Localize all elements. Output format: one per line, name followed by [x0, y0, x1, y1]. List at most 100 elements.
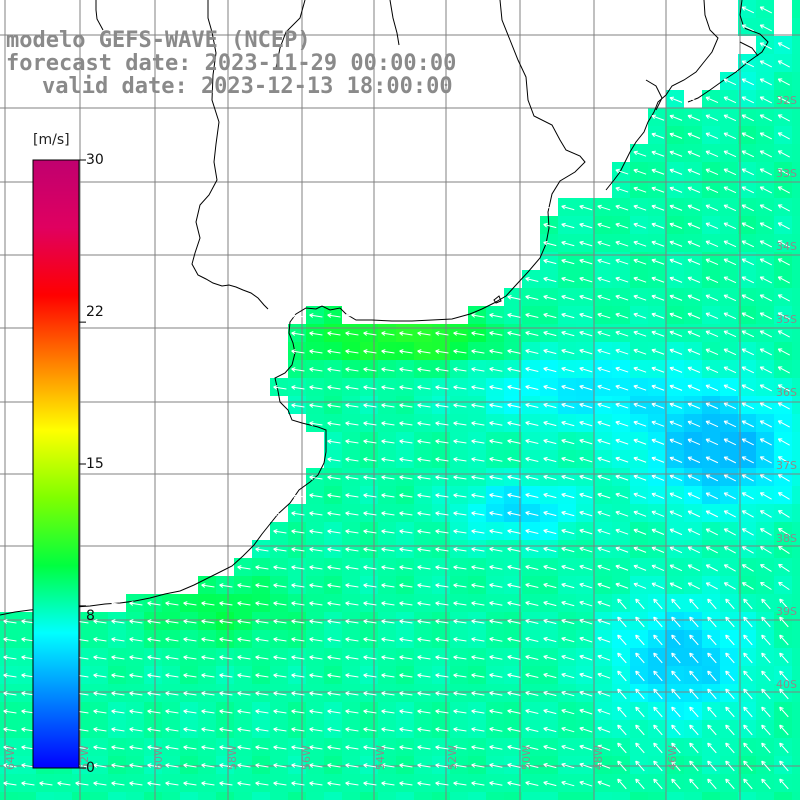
wind-speed-cell — [666, 342, 684, 360]
wind-speed-cell — [36, 792, 54, 800]
wind-speed-cell — [342, 360, 360, 378]
wind-arrow — [291, 781, 305, 786]
wind-speed-cell — [414, 486, 432, 504]
wind-arrow — [705, 204, 719, 212]
wind-arrow — [489, 655, 503, 660]
wind-arrow — [761, 778, 771, 790]
wind-arrow — [381, 583, 395, 588]
wind-arrow — [579, 510, 593, 517]
wind-speed-cell — [558, 360, 576, 378]
wind-arrow — [635, 688, 645, 700]
wind-arrow — [705, 258, 719, 266]
wind-arrow — [597, 402, 611, 409]
wind-arrow — [327, 691, 341, 696]
wind-speed-cell — [684, 108, 702, 126]
wind-arrow — [237, 691, 251, 696]
wind-arrow — [760, 582, 772, 590]
wind-arrow — [453, 511, 467, 516]
wind-arrow — [617, 652, 627, 664]
wind-arrow — [743, 742, 753, 754]
wind-speed-cell — [270, 630, 288, 648]
wind-arrow — [579, 582, 593, 589]
wind-speed-cell — [378, 558, 396, 576]
wind-arrow — [777, 474, 790, 482]
wind-arrow — [201, 637, 215, 642]
wind-speed-cell — [450, 630, 468, 648]
wind-speed-cell — [504, 504, 522, 522]
wind-speed-cell — [630, 216, 648, 234]
wind-speed-cell — [594, 288, 612, 306]
wind-speed-cell — [792, 270, 800, 288]
wind-arrow — [363, 421, 377, 426]
wind-arrow — [399, 421, 413, 426]
wind-speed-cell — [630, 144, 648, 162]
wind-speed-cell — [504, 648, 522, 666]
wind-arrow — [777, 330, 790, 338]
wind-speed-cell — [630, 252, 648, 270]
wind-speed-cell — [468, 666, 486, 684]
wind-speed-cell — [648, 558, 666, 576]
wind-speed-cell — [594, 486, 612, 504]
wind-arrow — [725, 634, 735, 646]
wind-speed-cell — [450, 594, 468, 612]
wind-arrow — [779, 760, 789, 772]
wind-arrow — [669, 240, 683, 247]
wind-speed-cell — [558, 432, 576, 450]
wind-arrow — [3, 655, 17, 660]
wind-speed-cell — [306, 756, 324, 774]
wind-speed-cell — [522, 720, 540, 738]
wind-speed-cell — [630, 360, 648, 378]
wind-speed-cell — [792, 576, 800, 594]
wind-speed-cell — [396, 504, 414, 522]
wind-arrow — [201, 673, 215, 678]
wind-speed-cell — [792, 522, 800, 540]
wind-speed-cell — [234, 648, 252, 666]
wind-arrow — [525, 780, 539, 786]
wind-arrow — [777, 492, 790, 500]
wind-speed-cell — [666, 360, 684, 378]
wind-arrow — [345, 439, 359, 444]
wind-arrow — [543, 222, 557, 229]
wind-arrow — [651, 402, 665, 409]
wind-speed-cell — [180, 612, 198, 630]
wind-speed-cell — [558, 288, 576, 306]
wind-arrow — [543, 690, 557, 697]
wind-arrow — [723, 420, 737, 428]
wind-arrow — [543, 402, 557, 409]
wind-arrow — [435, 439, 449, 444]
colorbar-tick-label: 8 — [86, 608, 95, 624]
wind-arrow — [237, 745, 251, 750]
wind-arrow — [617, 670, 627, 682]
wind-arrow — [183, 727, 197, 732]
wind-speed-cell — [414, 702, 432, 720]
wind-arrow — [615, 582, 629, 589]
wind-speed-cell — [594, 504, 612, 522]
wind-speed-cell — [306, 486, 324, 504]
wind-arrow — [561, 600, 575, 607]
wind-speed-cell — [378, 594, 396, 612]
latitude-label: 38S — [776, 532, 797, 545]
wind-arrow — [543, 366, 557, 373]
wind-arrow — [579, 528, 593, 535]
wind-arrow — [93, 781, 107, 786]
wind-speed-cell — [414, 648, 432, 666]
wind-arrow — [111, 763, 125, 768]
wind-speed-cell — [378, 540, 396, 558]
wind-arrow — [561, 402, 575, 409]
wind-arrow — [741, 528, 754, 536]
wind-arrow — [525, 690, 539, 696]
wind-speed-cell — [378, 630, 396, 648]
wind-arrow — [705, 186, 719, 194]
wind-arrow — [471, 745, 485, 750]
wind-speed-cell — [378, 450, 396, 468]
coastline — [0, 0, 769, 616]
wind-speed-cell — [486, 540, 504, 558]
wind-arrow — [3, 781, 17, 786]
wind-speed-cell — [198, 648, 216, 666]
wind-speed-cell — [684, 414, 702, 432]
wind-arrow — [273, 691, 287, 696]
wind-speed-cell — [792, 432, 800, 450]
wind-arrow — [705, 240, 719, 248]
wind-speed-cell — [90, 702, 108, 720]
wind-arrow — [561, 258, 575, 265]
